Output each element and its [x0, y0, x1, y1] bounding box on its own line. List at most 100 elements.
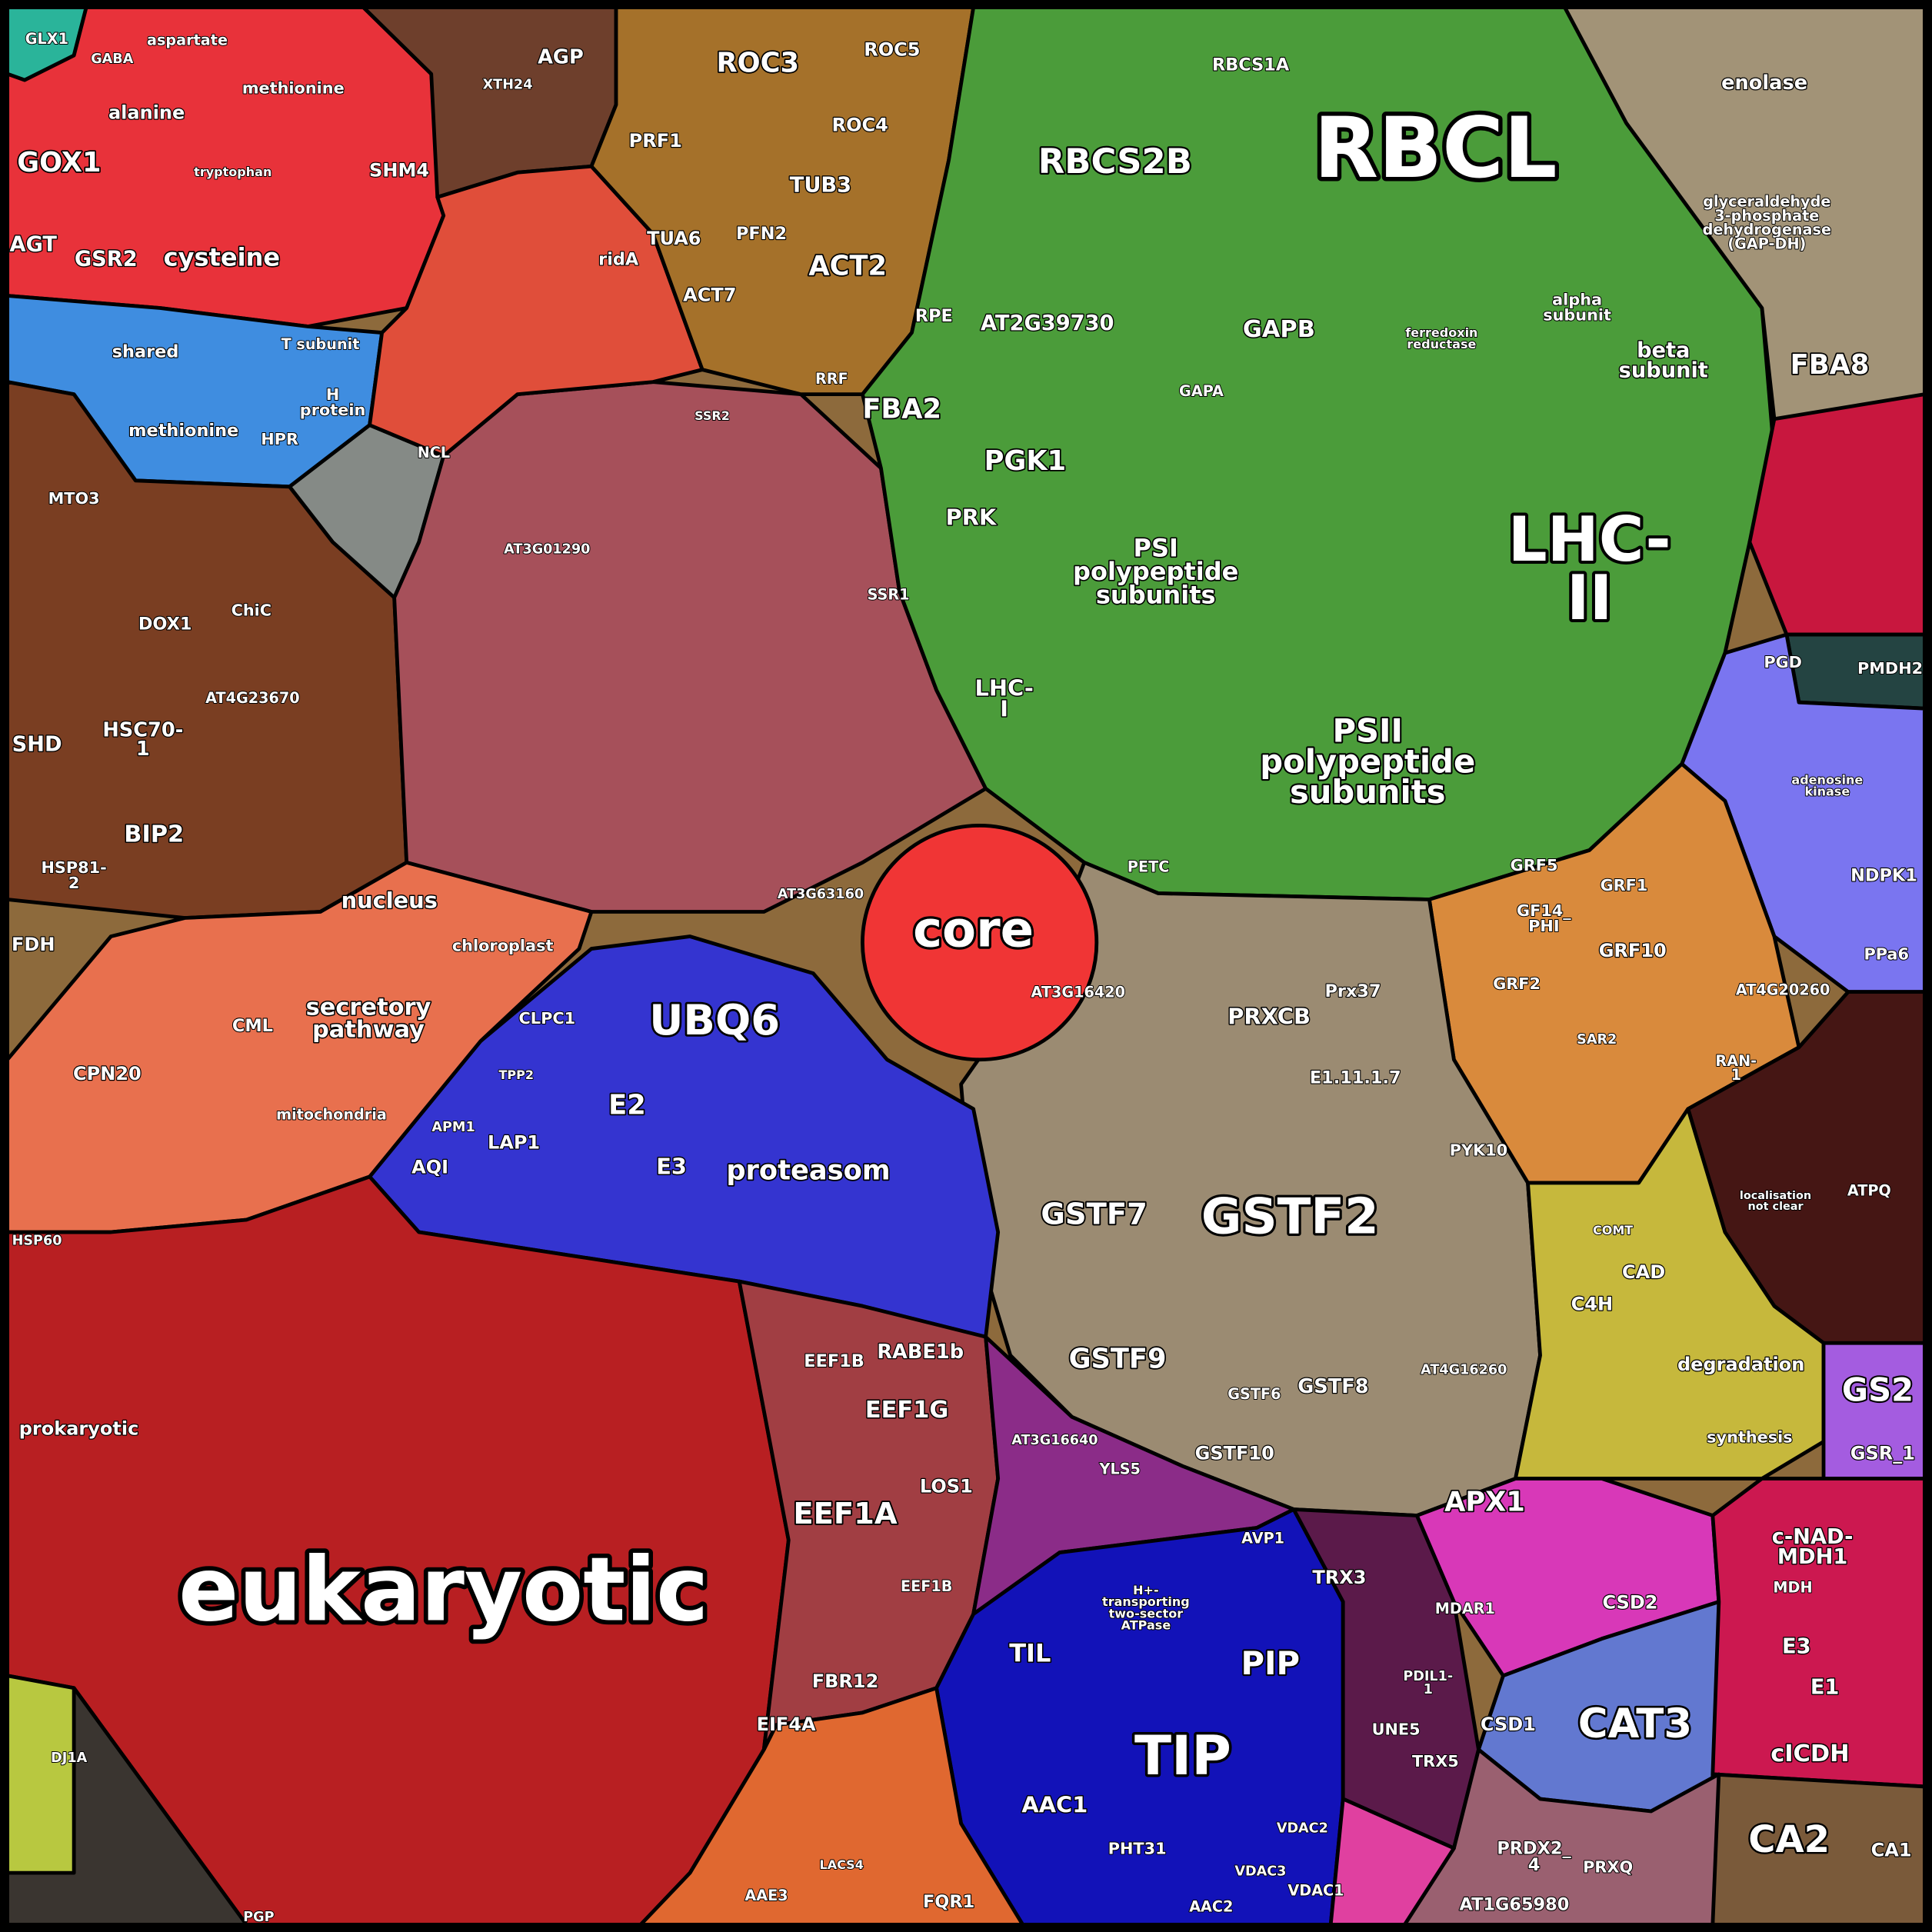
region-label: TIP — [1134, 1724, 1231, 1787]
region-label: FQR1 — [923, 1892, 974, 1912]
region-label: ROC4 — [832, 114, 888, 135]
region-label: shared — [112, 342, 179, 362]
group-prdx — [1402, 1747, 1721, 1927]
region-label: TUA6 — [647, 228, 701, 249]
groups — [5, 5, 1927, 1927]
region-label: PFN2 — [736, 224, 787, 244]
region-label: GRF10 — [1599, 940, 1667, 961]
region-label: H+-transporting two-sector ATPase — [1102, 1582, 1190, 1632]
region-label: DOX1 — [138, 615, 192, 635]
region-label: E3 — [1782, 1634, 1811, 1658]
region-label: RAN-1 — [1715, 1051, 1757, 1083]
labels: RBCL eukaryotic LHC-II PSII polypeptide subun… — [8, 29, 1924, 1926]
region-label: YLS5 — [1099, 1461, 1141, 1478]
region-label: PYK10 — [1450, 1141, 1507, 1159]
region-label: ACT7 — [683, 284, 736, 305]
region-label: secretory pathway — [306, 994, 431, 1043]
region-label: EEF1B — [804, 1351, 864, 1371]
region-label: AT3G63160 — [778, 887, 864, 902]
region-label: ferredoxin reductase — [1405, 325, 1477, 351]
region-label: E3 — [656, 1154, 687, 1180]
region-label: PPa6 — [1864, 945, 1908, 964]
region-label: HSP60 — [12, 1233, 62, 1248]
region-label: MDAR1 — [1435, 1600, 1495, 1617]
region-label: cICDH — [1770, 1740, 1849, 1767]
region-label: RBCS2B — [1038, 141, 1192, 182]
group-pink — [1328, 1797, 1456, 1927]
region-label: methionine — [128, 421, 238, 441]
region-label: EEF1A — [793, 1497, 898, 1531]
region-label: CA1 — [1871, 1839, 1912, 1860]
region-label: adenosine kinase — [1791, 772, 1863, 798]
region-label: FBA2 — [862, 393, 941, 425]
region-label: PIP — [1241, 1644, 1300, 1682]
region-label: NDPK1 — [1850, 866, 1917, 886]
region-label: PGK1 — [984, 445, 1067, 477]
region-label: GAPA — [1179, 382, 1224, 400]
region-label: HSP81-2 — [41, 858, 106, 892]
region-label: GSTF8 — [1297, 1375, 1368, 1398]
region-label: PETC — [1128, 858, 1169, 875]
region-label: GRF5 — [1511, 856, 1558, 874]
region-label: AT1G65980 — [1459, 1894, 1569, 1914]
region-label: BIP2 — [124, 821, 184, 848]
region-label: PDIL1-1 — [1403, 1669, 1453, 1697]
region-label: UBQ6 — [649, 995, 780, 1044]
region-label: TPP2 — [498, 1068, 534, 1082]
region-label: XTH24 — [483, 78, 533, 93]
region-label: UNE5 — [1372, 1720, 1421, 1738]
region-label: RBCL — [1314, 99, 1557, 197]
region-label: TUB3 — [790, 173, 851, 197]
region-label: SSR1 — [868, 585, 910, 603]
region-label: aspartate — [147, 31, 228, 48]
region-label: PSI polypeptide subunits — [1073, 534, 1238, 610]
region-label: ROC3 — [717, 47, 799, 78]
region-label: FDH — [12, 934, 55, 955]
region-label: ridA — [598, 250, 639, 270]
region-label: glyceraldehyde 3-phosphate dehydrogenase (G… — [1703, 192, 1831, 252]
region-label: COMT — [1593, 1223, 1633, 1237]
region-label: AAE3 — [744, 1887, 788, 1904]
region-label: CSD1 — [1481, 1714, 1536, 1735]
region-label: AT3G16640 — [1011, 1433, 1098, 1448]
region-label: LAP1 — [488, 1132, 540, 1154]
region-label: EEF1B — [901, 1577, 952, 1595]
region-label: VDAC3 — [1234, 1864, 1286, 1880]
region-label: eukaryotic — [178, 1538, 708, 1641]
region-label: FBR12 — [812, 1671, 879, 1692]
region-label: AT3G16420 — [1031, 984, 1126, 1001]
region-label: SSR2 — [695, 408, 730, 423]
group-lipid — [638, 1686, 1025, 1927]
region-label: TRX3 — [1312, 1567, 1366, 1588]
region-label: SAR2 — [1577, 1032, 1617, 1048]
region-label: TRX5 — [1412, 1752, 1459, 1770]
region-label: C4H — [1571, 1294, 1613, 1315]
region-label: GSR2 — [75, 248, 138, 271]
region-label: PRDX2_ 4 — [1497, 1838, 1571, 1874]
region-label: MDH — [1773, 1579, 1812, 1597]
region-label: AAC1 — [1021, 1792, 1088, 1818]
region-label: degradation — [1677, 1354, 1804, 1375]
region-label: PGD — [1764, 653, 1802, 671]
region-label: alpha subunit — [1543, 291, 1611, 325]
region-label: enolase — [1721, 72, 1807, 95]
region-label: GF14_ PHI — [1517, 901, 1571, 935]
region-label: NCL — [418, 444, 450, 461]
region-label: PRF1 — [629, 130, 682, 152]
region-label: GAPB — [1243, 316, 1315, 343]
group-tca — [1710, 1477, 1927, 1789]
region-label: AT4G16260 — [1421, 1362, 1507, 1377]
region-label: mitochondria — [276, 1105, 387, 1123]
region-label: RPE — [915, 306, 953, 326]
region-label: LOS1 — [920, 1476, 973, 1497]
region-label: GS2 — [1842, 1371, 1914, 1408]
region-label: AGP — [538, 45, 584, 68]
region-label: prokaryotic — [19, 1417, 139, 1439]
region-label: beta subunit — [1619, 338, 1708, 382]
region-label: GRF1 — [1601, 876, 1648, 894]
region-label: HPR — [261, 430, 298, 448]
region-label: c-NAD-MDH1 — [1772, 1525, 1854, 1569]
region-label: RABE1b — [877, 1341, 964, 1364]
region-label: TIL — [1009, 1639, 1051, 1668]
